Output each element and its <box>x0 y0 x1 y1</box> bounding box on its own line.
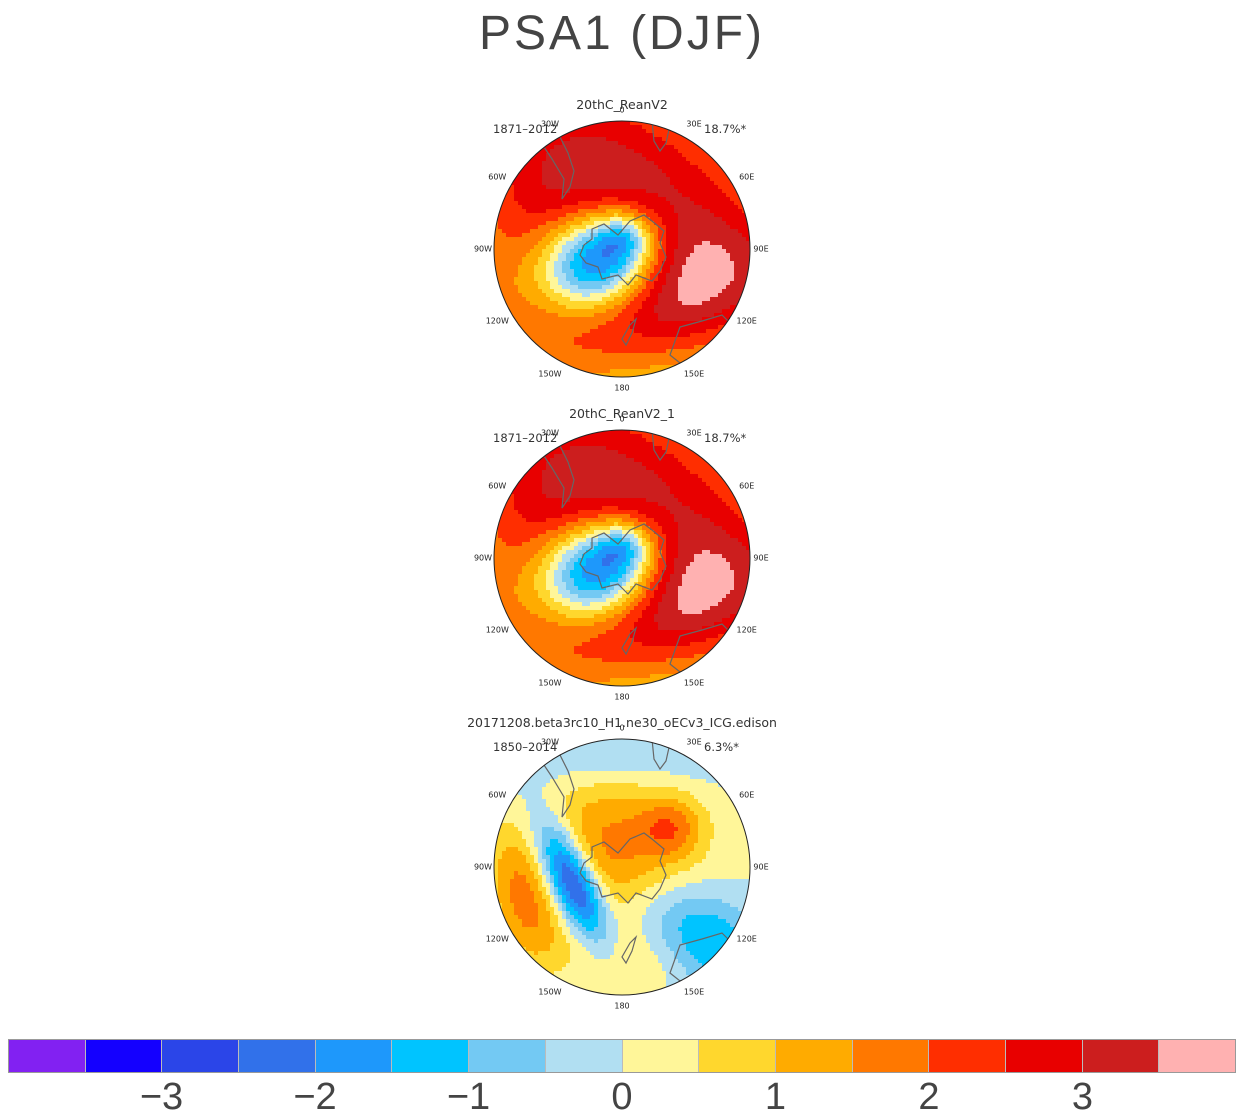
colorbar-tick-label: −2 <box>293 1076 337 1118</box>
colorbar-tick-label: −3 <box>139 1076 184 1118</box>
panel-title: 20thC_ReanV2_1 <box>569 406 675 421</box>
colorbar-tick-label: 1 <box>764 1076 787 1118</box>
colorbar-tick-label: 2 <box>918 1076 940 1118</box>
longitude-label: 30W <box>540 737 560 747</box>
map-panel: 20thC_ReanV2 1871–2012 18.7%* 0 30E 60E 90E 120… <box>440 97 804 397</box>
longitude-label: 60W <box>488 481 507 491</box>
page-title: PSA1 (DJF) <box>478 7 766 60</box>
longitude-label: 30W <box>540 119 560 129</box>
anomaly-field <box>494 739 750 995</box>
longitude-label: 60E <box>739 481 755 491</box>
longitude-label: 60E <box>739 790 755 800</box>
longitude-label: 120W <box>485 625 509 635</box>
colorbar-swatch <box>315 1040 393 1072</box>
panel-variance: 18.7%* <box>704 122 747 136</box>
longitude-label: 30E <box>686 737 702 747</box>
colorbar-swatch <box>775 1040 853 1072</box>
longitude-label: 150W <box>538 678 562 688</box>
longitude-label: 90E <box>753 862 769 872</box>
colorbar-swatch <box>9 1040 86 1072</box>
longitude-label: 90W <box>473 553 493 563</box>
longitude-label: 90E <box>753 244 769 254</box>
polar-map <box>493 738 751 996</box>
longitude-label: 90W <box>473 862 493 872</box>
longitude-label: 60W <box>488 172 507 182</box>
colorbar-swatch <box>929 1040 1006 1072</box>
panel-title: 20thC_ReanV2 <box>576 97 668 112</box>
colorbar <box>8 1039 1236 1073</box>
colorbar-tick-label: 0 <box>611 1076 633 1118</box>
longitude-label: 150E <box>683 369 705 379</box>
longitude-label: 120E <box>736 316 757 326</box>
colorbar-swatch <box>239 1040 316 1072</box>
map-panel: 20171208.beta3rc10_H1.ne30_oECv3_ICG.edi… <box>440 715 804 1015</box>
colorbar-swatch <box>622 1040 700 1072</box>
colorbar-swatch <box>469 1040 546 1072</box>
longitude-label: 60W <box>488 790 507 800</box>
polar-map <box>493 429 751 687</box>
longitude-label: 150E <box>683 678 705 688</box>
panel-variance: 6.3%* <box>704 740 739 754</box>
colorbar-swatch <box>852 1040 930 1072</box>
colorbar-swatch <box>1082 1040 1160 1072</box>
longitude-label: 0 <box>619 414 625 424</box>
longitude-label: 150W <box>538 987 562 997</box>
longitude-label: 150E <box>683 987 705 997</box>
longitude-label: 90W <box>473 244 493 254</box>
panel-period: 1871–2012 <box>493 431 558 445</box>
longitude-label: 150W <box>538 369 562 379</box>
colorbar-tick-label: −1 <box>446 1076 491 1118</box>
colorbar-swatch <box>1005 1040 1083 1072</box>
polar-map <box>493 120 751 378</box>
colorbar-swatch <box>545 1040 623 1072</box>
longitude-label: 0 <box>619 105 625 115</box>
panel-variance: 18.7%* <box>704 431 747 445</box>
longitude-label: 120W <box>485 934 509 944</box>
longitude-label: 120E <box>736 625 757 635</box>
panel-period: 1850–2014 <box>493 740 558 754</box>
longitude-label: 30W <box>540 428 560 438</box>
colorbar-swatch <box>85 1040 163 1072</box>
longitude-label: 180 <box>614 1001 630 1011</box>
longitude-label: 120E <box>736 934 757 944</box>
colorbar-swatch <box>1159 1040 1235 1072</box>
longitude-label: 120W <box>485 316 509 326</box>
panel-title: 20171208.beta3rc10_H1.ne30_oECv3_ICG.edi… <box>467 715 777 730</box>
colorbar-swatch <box>392 1040 470 1072</box>
colorbar-swatch <box>162 1040 240 1072</box>
colorbar-swatch <box>699 1040 776 1072</box>
longitude-label: 30E <box>686 119 702 129</box>
map-panel: 20thC_ReanV2_1 1871–2012 18.7%* 0 30E 60E 90E 1… <box>440 406 804 706</box>
longitude-label: 180 <box>614 692 630 702</box>
longitude-label: 0 <box>619 723 625 733</box>
longitude-label: 60E <box>739 172 755 182</box>
longitude-label: 180 <box>614 383 630 393</box>
colorbar-tick-label: 3 <box>1071 1076 1094 1118</box>
panel-period: 1871–2012 <box>493 122 558 136</box>
longitude-label: 30E <box>686 428 702 438</box>
longitude-label: 90E <box>753 553 769 563</box>
